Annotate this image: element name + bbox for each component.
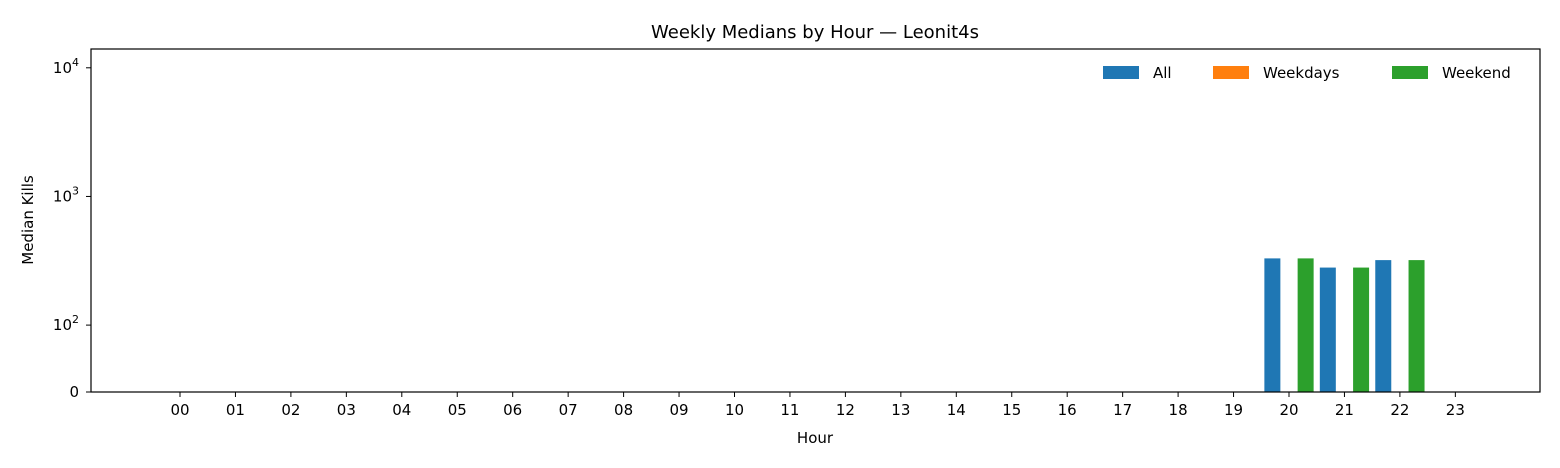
x-axis: 00 01 02 03 04 05 06 07 08 09 10 11 12 13 14 15 16 17 18 19…	[170, 392, 1465, 419]
legend-swatch-weekdays	[1213, 66, 1249, 79]
plot-area	[1264, 258, 1425, 392]
x-tick-label: 01	[226, 401, 245, 419]
chart-title: Weekly Medians by Hour — Leonit4s	[651, 22, 979, 43]
bar-weekend-20	[1297, 258, 1314, 392]
x-tick-label: 12	[836, 401, 855, 419]
x-tick-label: 09	[670, 401, 689, 419]
plot-frame	[90, 48, 1541, 393]
y-axis: 0 102 103 104	[53, 56, 91, 401]
y-tick-label: 103	[53, 184, 79, 205]
bar-all-21	[1319, 267, 1336, 392]
x-tick-label: 16	[1058, 401, 1077, 419]
x-tick-label: 14	[947, 401, 966, 419]
legend-label-all: All	[1153, 64, 1172, 82]
x-tick-label: 08	[614, 401, 633, 419]
x-tick-label: 10	[725, 401, 744, 419]
bar-all-22	[1375, 260, 1392, 392]
x-tick-label: 02	[281, 401, 300, 419]
x-axis-label: Hour	[797, 429, 834, 447]
x-tick-label: 17	[1113, 401, 1132, 419]
legend-swatch-weekend	[1392, 66, 1428, 79]
x-tick-label: 07	[559, 401, 578, 419]
x-tick-label: 21	[1335, 401, 1354, 419]
bar-weekend-22	[1408, 260, 1425, 392]
x-tick-label: 20	[1279, 401, 1298, 419]
x-tick-label: 13	[891, 401, 910, 419]
bar-weekend-21	[1353, 267, 1370, 392]
y-tick-label: 102	[53, 313, 79, 334]
x-tick-label: 22	[1390, 401, 1409, 419]
x-tick-label: 03	[337, 401, 356, 419]
x-tick-label: 04	[392, 401, 411, 419]
legend-label-weekdays: Weekdays	[1263, 64, 1340, 82]
legend-label-weekend: Weekend	[1442, 64, 1511, 82]
y-tick-label: 0	[69, 383, 79, 401]
bar-all-20	[1264, 258, 1281, 392]
x-tick-label: 19	[1224, 401, 1243, 419]
x-tick-label: 18	[1169, 401, 1188, 419]
x-tick-label: 06	[503, 401, 522, 419]
x-tick-label: 00	[170, 401, 189, 419]
legend-swatch-all	[1103, 66, 1139, 79]
x-tick-label: 05	[448, 401, 467, 419]
x-tick-label: 23	[1446, 401, 1465, 419]
y-tick-label: 104	[53, 56, 79, 77]
y-axis-label: Median Kills	[19, 175, 37, 265]
x-tick-label: 15	[1002, 401, 1021, 419]
legend: All Weekdays Weekend	[1103, 64, 1511, 82]
x-tick-label: 11	[780, 401, 799, 419]
